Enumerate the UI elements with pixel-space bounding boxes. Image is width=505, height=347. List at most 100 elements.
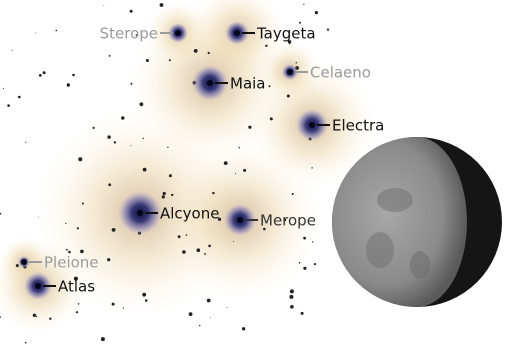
field-star — [32, 313, 37, 317]
field-star — [208, 244, 211, 248]
field-star — [288, 42, 291, 45]
star — [137, 210, 143, 216]
field-star — [0, 316, 1, 318]
star-label: Pleione — [44, 254, 99, 272]
field-star — [66, 83, 71, 87]
field-star — [76, 227, 79, 230]
field-star — [313, 263, 316, 266]
field-star — [3, 87, 4, 89]
field-star — [286, 94, 290, 98]
field-star — [144, 299, 148, 302]
field-star — [72, 73, 75, 77]
moon-mare — [410, 251, 430, 279]
field-star — [289, 294, 294, 299]
field-star — [299, 21, 301, 24]
field-star — [303, 3, 305, 5]
field-star — [129, 9, 133, 13]
field-star — [25, 141, 27, 143]
field-star — [78, 157, 83, 162]
field-star — [217, 217, 222, 221]
field-star — [121, 116, 125, 120]
field-star — [130, 82, 133, 85]
stars: Sterope Taygeta Maia Celaeno Electra Alcyone M… — [18, 21, 384, 300]
field-star — [139, 102, 144, 107]
field-star — [283, 218, 287, 222]
field-star — [15, 264, 19, 268]
field-star — [24, 341, 27, 344]
field-star — [38, 216, 39, 218]
field-star — [159, 3, 164, 7]
field-star — [171, 193, 174, 197]
field-star — [107, 135, 111, 139]
field-star — [122, 307, 124, 309]
field-star — [35, 32, 37, 34]
field-star — [77, 303, 80, 305]
field-star — [238, 147, 240, 149]
field-star — [243, 168, 247, 172]
field-star — [295, 62, 297, 64]
star-label: Taygeta — [256, 25, 316, 43]
field-star — [108, 55, 111, 57]
star-label: Celaeno — [310, 64, 371, 82]
field-star — [75, 311, 79, 314]
field-star — [263, 227, 266, 231]
field-star — [300, 311, 304, 315]
field-star — [326, 28, 330, 31]
field-star — [11, 49, 13, 51]
moon-mare — [366, 232, 394, 268]
field-star — [18, 95, 21, 99]
field-star — [248, 125, 252, 129]
field-star — [68, 250, 71, 254]
field-star — [223, 161, 228, 166]
field-star — [209, 317, 211, 318]
field-star — [298, 262, 301, 264]
field-star — [177, 235, 181, 239]
field-star — [130, 145, 132, 147]
field-star — [80, 249, 84, 254]
field-star — [265, 44, 268, 47]
field-star — [66, 248, 68, 251]
field-star — [142, 292, 147, 297]
field-star — [206, 298, 211, 303]
field-star — [168, 174, 172, 178]
field-star — [135, 34, 138, 36]
star-label: Sterope — [100, 25, 158, 43]
field-star — [0, 212, 2, 215]
star — [234, 30, 240, 36]
field-star — [73, 276, 78, 281]
field-star — [303, 236, 306, 240]
field-star — [226, 307, 228, 309]
field-star — [287, 40, 292, 44]
star-label: Atlas — [58, 278, 95, 296]
field-star — [188, 312, 193, 316]
field-star — [290, 305, 294, 309]
field-star — [207, 51, 210, 55]
star — [287, 69, 293, 75]
field-star — [145, 59, 149, 62]
field-star — [107, 258, 111, 262]
field-star — [268, 85, 271, 88]
field-star — [233, 240, 235, 242]
star-label: Electra — [332, 117, 384, 135]
field-star — [111, 228, 116, 232]
field-star — [103, 5, 105, 6]
field-star — [182, 250, 186, 254]
field-star — [142, 137, 144, 139]
field-star — [42, 71, 46, 75]
moon — [332, 137, 502, 307]
field-star — [185, 234, 188, 236]
field-star — [204, 253, 207, 255]
star — [207, 80, 213, 86]
field-star — [100, 337, 105, 342]
field-star — [167, 146, 169, 148]
field-star — [199, 324, 201, 327]
field-star — [212, 191, 215, 195]
field-star — [49, 317, 52, 320]
moon-mare — [377, 188, 413, 212]
field-star — [55, 29, 58, 32]
star-field — [0, 3, 330, 344]
field-star — [161, 195, 165, 199]
field-star — [113, 141, 117, 144]
star-label: Maia — [230, 75, 266, 93]
